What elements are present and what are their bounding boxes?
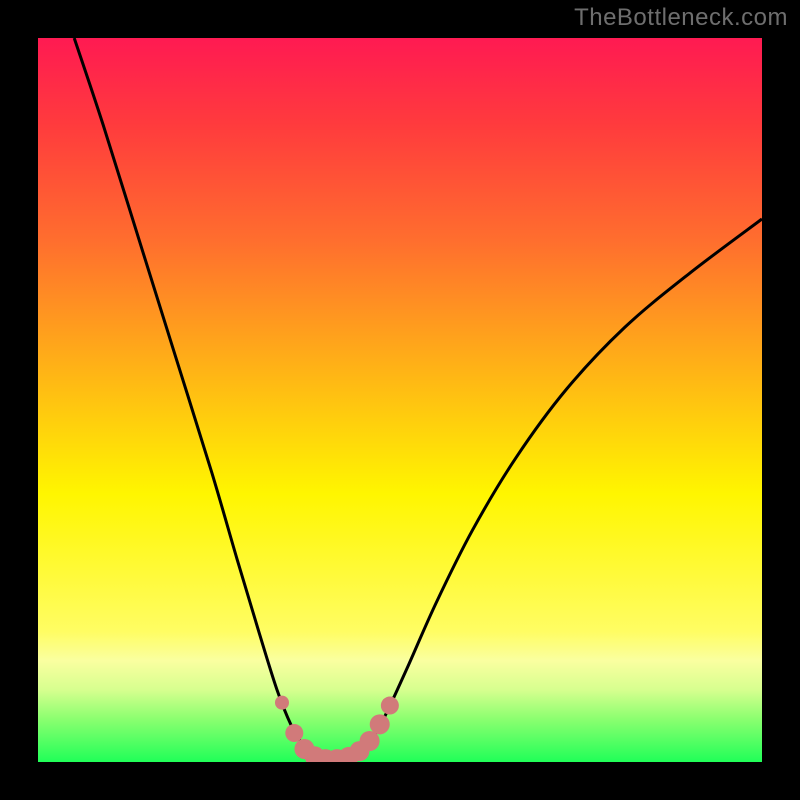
watermark-text: TheBottleneck.com — [574, 4, 788, 32]
chart-root: TheBottleneck.com — [0, 0, 800, 800]
marker-dot — [381, 697, 399, 715]
marker-dot — [275, 696, 289, 710]
bottleneck-curve — [74, 38, 762, 760]
marker-dot — [285, 724, 303, 742]
curve-layer — [38, 38, 762, 762]
plot-area — [38, 38, 762, 762]
marker-dot — [370, 714, 390, 734]
marker-group — [275, 696, 399, 762]
marker-dot — [360, 731, 380, 751]
